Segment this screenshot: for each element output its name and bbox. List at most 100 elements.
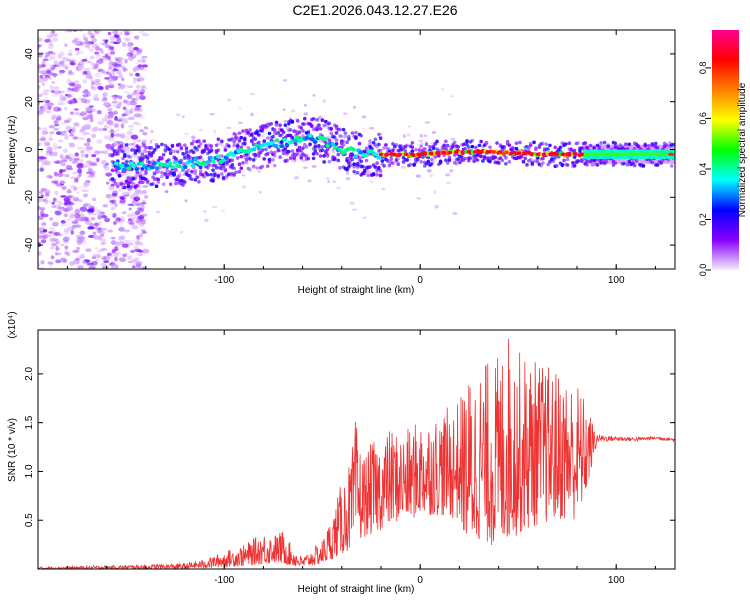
heatmap-cell [202,139,207,143]
heatmap-cell [142,33,149,37]
heatmap-cell [126,130,133,136]
heatmap-cell [291,159,297,163]
heatmap-cell [486,156,491,161]
heatmap-cell [470,138,475,143]
heatmap-cell [68,99,76,105]
heatmap-cell [137,59,143,62]
heatmap-cell [38,98,41,102]
heatmap-cell [116,140,124,146]
heatmap-cell [47,200,52,204]
heatmap-cell [415,157,420,162]
heatmap-cell [110,206,116,211]
heatmap-cell [92,30,97,33]
heatmap-cell [260,164,265,169]
heatmap-cell [175,175,180,179]
heatmap-cell [38,231,44,237]
heatmap-cell [394,143,399,147]
heatmap-cell [110,212,115,217]
heatmap-cell [235,156,240,160]
heatmap-cell [350,131,355,135]
heatmap-cell [170,158,175,161]
heatmap-cell [57,107,62,112]
heatmap-cell [334,131,339,135]
heatmap-cell [123,239,130,244]
heatmap-cell [177,170,183,174]
heatmap-cell [110,123,118,127]
snr-x-ticks: -100 0 100 [66,330,656,586]
heatmap-cell [181,183,185,187]
heatmap-cell [136,237,140,243]
x-tick-label: 0 [417,575,423,586]
heatmap-cell [60,195,67,198]
heatmap-cell [285,126,290,131]
heatmap-cell [302,122,307,126]
heatmap-cell [114,152,118,156]
heatmap-cell [110,128,114,133]
heatmap-cell [61,122,66,126]
heatmap-cell [54,199,60,203]
heatmap-cell [96,235,103,240]
heatmap-cell [64,235,71,238]
heatmap-cell [38,235,45,240]
heatmap-cell [454,150,459,154]
heatmap-cell [244,152,249,157]
heatmap-cell [127,42,134,47]
heatmap-cell [113,181,118,186]
heatmap-cell [238,121,243,124]
heatmap-cell [290,109,296,113]
heatmap-cell [124,143,129,147]
heatmap-cell [460,150,465,154]
spectrogram-heatmap [38,30,675,269]
heatmap-cell [82,33,87,37]
heatmap-cell [345,177,351,181]
heatmap-cell [190,169,194,174]
heatmap-cell [198,155,203,160]
heatmap-cell [69,60,75,65]
heatmap-cell [232,166,236,171]
heatmap-cell [510,150,515,155]
heatmap-cell [541,152,547,157]
heatmap-cell [41,77,49,82]
heatmap-cell [257,140,261,145]
heatmap-cell [85,146,93,150]
heatmap-cell [156,177,161,182]
heatmap-cell [293,176,300,180]
heatmap-cell [107,108,113,112]
heatmap-cell [114,56,118,60]
heatmap-cell [317,116,321,120]
heatmap-cell [495,141,499,145]
heatmap-cell [59,97,64,101]
heatmap-cell [361,171,365,176]
heatmap-cell [108,136,115,141]
heatmap-cell [138,218,146,222]
heatmap-cell [56,174,61,179]
heatmap-cell [278,133,282,138]
heatmap-cell [303,112,309,116]
heatmap-cell [184,150,189,155]
heatmap-cell [481,159,485,163]
heatmap-cell [110,146,115,151]
heatmap-cell [38,251,42,256]
heatmap-cell [466,150,472,154]
heatmap-cell [246,145,251,150]
heatmap-cell [554,152,559,157]
heatmap-cell [53,222,59,226]
heatmap-cell [155,211,161,214]
heatmap-cell [327,180,330,183]
heatmap-cell [306,156,311,161]
heatmap-cell [191,150,196,155]
heatmap-cell [98,127,103,132]
heatmap-cell [242,141,247,146]
heatmap-cell [91,37,97,43]
heatmap-cell [129,128,134,131]
heatmap-cell [198,169,203,174]
heatmap-cell [39,149,44,153]
heatmap-cell [529,152,534,156]
heatmap-cell [51,180,56,184]
heatmap-cell [121,120,129,125]
heatmap-cell [193,178,198,182]
heatmap-cell [572,148,577,153]
heatmap-cell [139,77,145,82]
heatmap-cell [355,165,360,170]
heatmap-cell [168,151,173,155]
